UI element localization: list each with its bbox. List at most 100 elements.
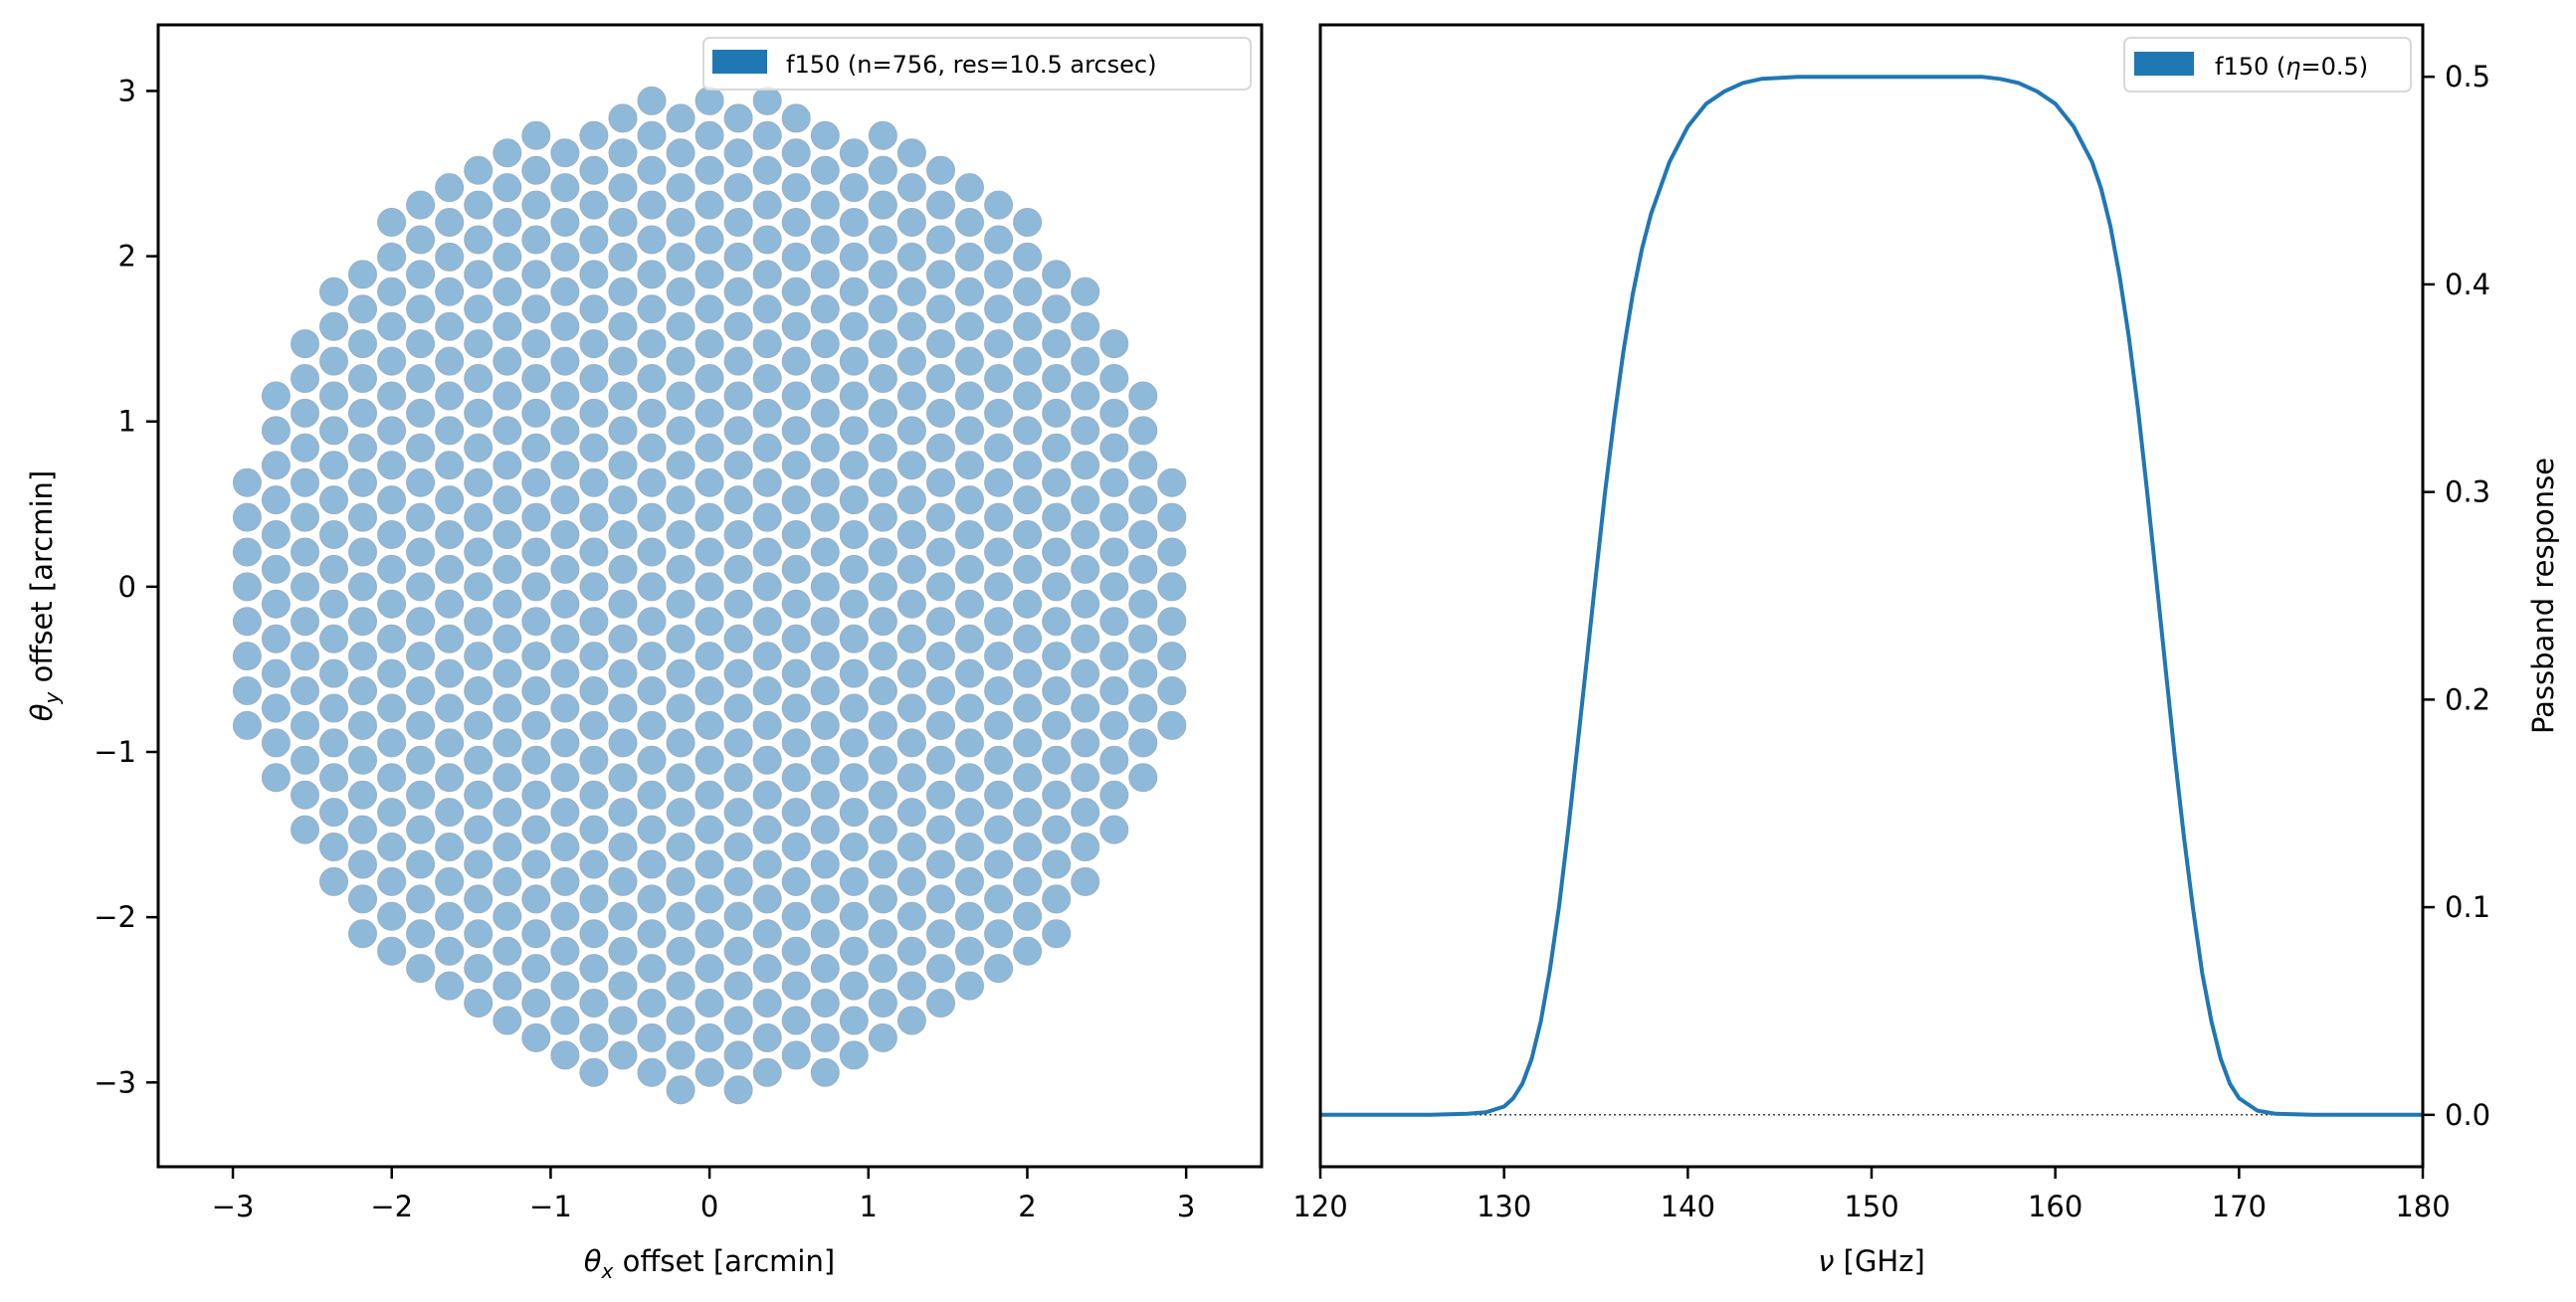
detector-dot — [261, 728, 291, 758]
detector-dot — [984, 364, 1014, 393]
detector-dot — [232, 572, 262, 602]
detector-dot — [377, 798, 407, 828]
detector-dot — [319, 451, 348, 480]
detector-dot — [1099, 642, 1129, 671]
detector-dot — [550, 763, 580, 793]
detector-dot — [955, 624, 984, 653]
detector-dot — [868, 467, 897, 497]
detector-dot — [955, 346, 984, 376]
detector-dot — [781, 798, 811, 828]
detector-dot — [291, 502, 319, 532]
detector-dot — [521, 190, 551, 220]
detector-dot — [406, 537, 436, 567]
detector-dot — [1099, 364, 1129, 393]
detector-dot — [637, 1023, 667, 1052]
detector-dot — [579, 745, 609, 775]
detector-dot — [926, 294, 955, 324]
detector-dot — [781, 1006, 811, 1035]
detector-dot — [1071, 693, 1100, 723]
detector-dot — [377, 520, 407, 549]
detector-dot — [868, 433, 897, 463]
detector-dot — [291, 710, 319, 740]
detector-dot — [406, 919, 436, 949]
detector-dot — [348, 710, 377, 740]
detector-dot — [232, 607, 262, 637]
detector-dot — [637, 572, 667, 602]
detector-dot — [608, 242, 638, 272]
detector-dot — [868, 676, 897, 705]
detector-dot — [781, 311, 811, 341]
detector-dot — [291, 676, 319, 705]
detector-dot — [579, 849, 609, 879]
detector-dot — [637, 190, 667, 220]
detector-dot — [291, 745, 319, 775]
detector-dot — [752, 433, 782, 463]
detector-dot — [1042, 502, 1072, 532]
detector-dot — [926, 954, 955, 984]
detector-dot — [666, 277, 695, 306]
detector-dot — [839, 1006, 869, 1035]
detector-dot — [261, 485, 291, 515]
detector-dot — [868, 364, 897, 393]
detector-dot — [435, 277, 465, 306]
detector-dot — [1013, 311, 1043, 341]
detector-dot — [810, 676, 840, 705]
detector-dot — [550, 208, 580, 237]
detector-dot — [550, 416, 580, 446]
detector-dot — [493, 866, 522, 896]
detector-dot — [435, 485, 465, 515]
detector-dot — [1071, 624, 1100, 653]
detector-dot — [608, 693, 638, 723]
detector-dot — [348, 642, 377, 671]
detector-dot — [291, 815, 319, 844]
detector-dot — [608, 554, 638, 584]
detector-dot — [493, 763, 522, 793]
detector-dot — [435, 346, 465, 376]
detector-dot — [1128, 728, 1158, 758]
detector-dot — [896, 658, 926, 688]
y-tick-label: 3 — [118, 74, 136, 107]
detector-dot — [637, 225, 667, 255]
detector-dot — [666, 103, 695, 133]
detector-dot — [1042, 849, 1072, 879]
detector-dot — [608, 728, 638, 758]
detector-dot — [1099, 467, 1129, 497]
detector-dot — [608, 833, 638, 861]
detector-dot — [637, 467, 667, 497]
detector-dot — [406, 572, 436, 602]
detector-dot — [723, 138, 753, 168]
detector-dot — [1128, 485, 1158, 515]
detector-dot — [550, 866, 580, 896]
detector-dot — [868, 710, 897, 740]
detector-dot — [608, 798, 638, 828]
legend-label: f150 (n=756, res=10.5 arcsec) — [786, 51, 1157, 79]
detector-dot — [521, 537, 551, 567]
detector-dot — [1013, 451, 1043, 480]
detector-dot — [521, 225, 551, 255]
detector-dot — [1013, 763, 1043, 793]
detector-dot — [550, 1006, 580, 1035]
detector-dot — [984, 849, 1014, 879]
y-tick-label: 0.2 — [2445, 682, 2490, 716]
detector-dot — [752, 676, 782, 705]
detector-dot — [781, 416, 811, 446]
detector-dots — [232, 86, 1187, 1105]
detector-dot — [781, 901, 811, 931]
detector-dot — [752, 815, 782, 844]
detector-dot — [377, 866, 407, 896]
detector-dot — [550, 381, 580, 411]
detector-dot — [521, 607, 551, 637]
detector-dot — [666, 242, 695, 272]
detector-dot — [926, 884, 955, 914]
detector-dot — [752, 260, 782, 289]
detector-dot — [608, 485, 638, 515]
detector-dot — [579, 433, 609, 463]
detector-dot — [868, 572, 897, 602]
detector-dot — [550, 485, 580, 515]
detector-dot — [694, 260, 724, 289]
detector-dot — [839, 277, 869, 306]
x-tick-label: 180 — [2395, 1190, 2450, 1223]
detector-dot — [868, 642, 897, 671]
x-tick-label: 3 — [1177, 1190, 1195, 1223]
x-tick-label: 0 — [700, 1190, 718, 1223]
